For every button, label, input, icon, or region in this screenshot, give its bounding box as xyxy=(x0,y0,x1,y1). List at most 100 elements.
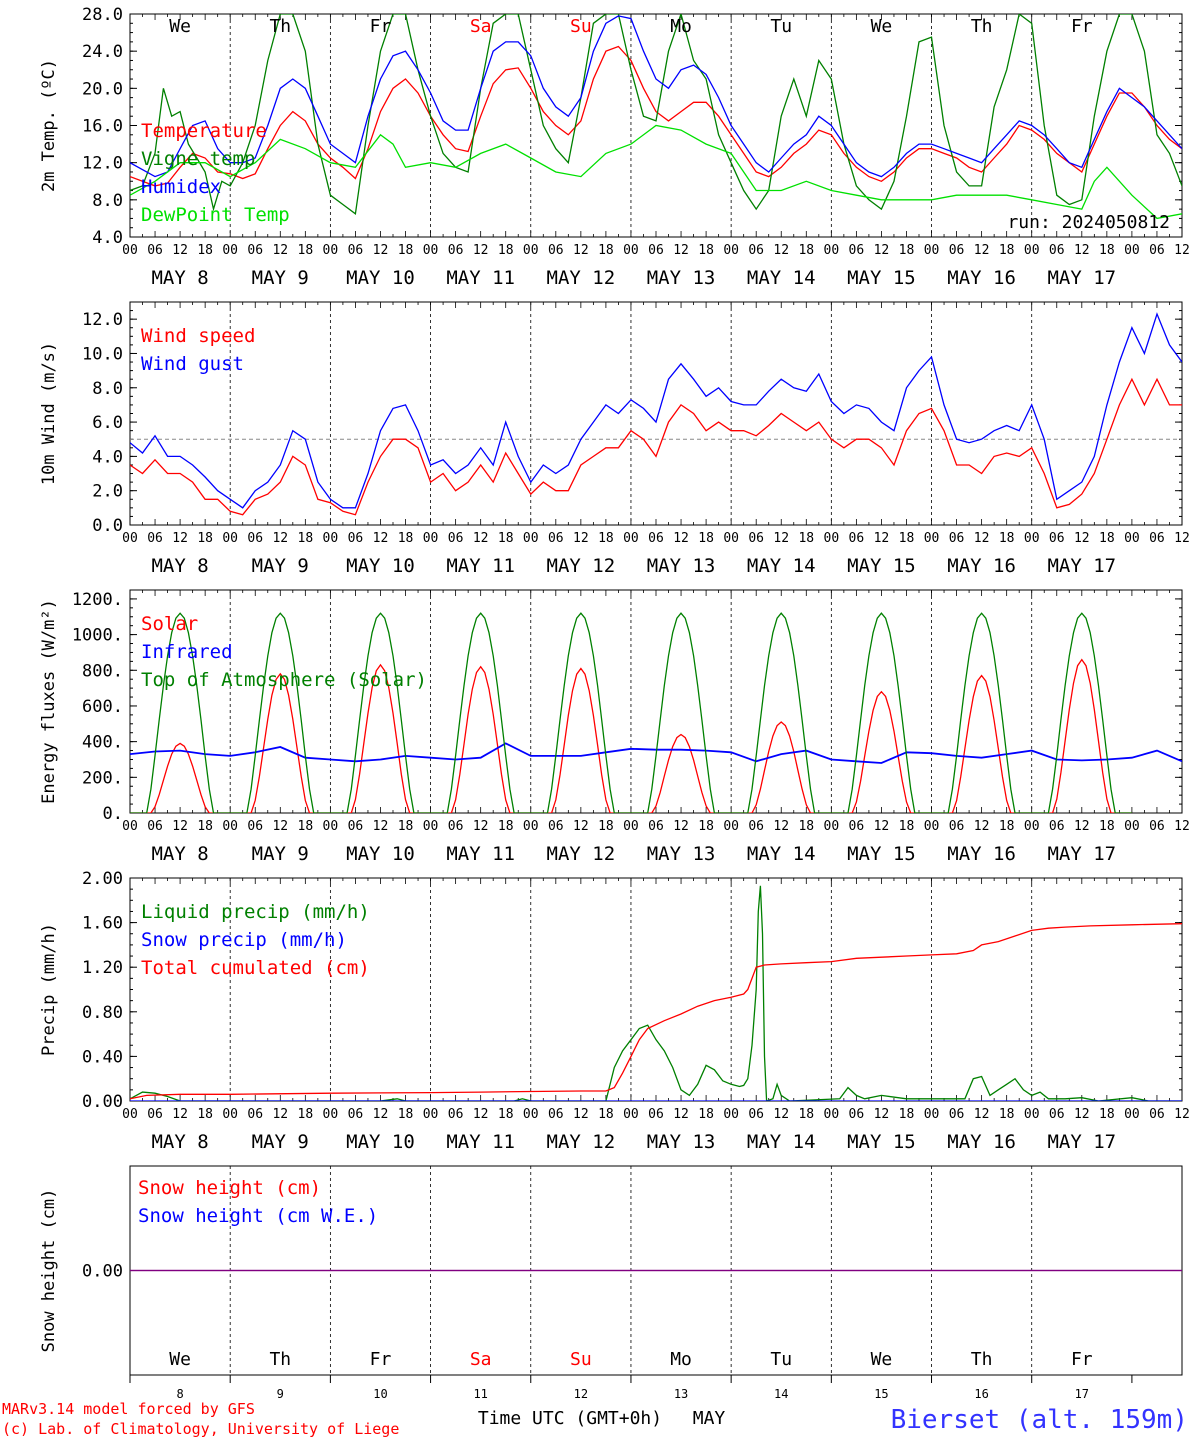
weekday-label: Fr xyxy=(1071,1349,1093,1370)
date-label: MAY 13 xyxy=(647,1131,716,1153)
date-label: MAY 10 xyxy=(346,555,415,577)
day-number: 10 xyxy=(373,1387,387,1401)
day-number: 9 xyxy=(277,1387,284,1401)
date-label: MAY 11 xyxy=(446,267,515,289)
hour-tick-label: 06 xyxy=(1049,531,1065,546)
date-label: MAY 8 xyxy=(151,843,208,865)
hour-tick-label: 12 xyxy=(272,1107,288,1122)
legend-entry: Snow precip (mm/h) xyxy=(141,929,347,951)
weekday-label: Su xyxy=(570,16,592,37)
run-label: run: 2024050812 xyxy=(1007,212,1170,233)
hour-tick-label: 00 xyxy=(924,531,940,546)
hour-tick-label: 06 xyxy=(1049,1107,1065,1122)
hour-tick-label: 06 xyxy=(849,243,865,258)
hour-tick-label: 06 xyxy=(448,243,464,258)
y-axis-title: 2m Temp. (ºC) xyxy=(39,59,59,192)
date-label: MAY 9 xyxy=(252,555,309,577)
series-line xyxy=(130,377,1182,516)
hour-tick-label: 12 xyxy=(773,1107,789,1122)
y-tick-label: 1200. xyxy=(72,590,123,610)
hour-tick-label: 00 xyxy=(423,819,439,834)
y-tick-label: 1.60 xyxy=(82,914,123,934)
hour-tick-label: 06 xyxy=(348,1107,364,1122)
hour-tick-label: 18 xyxy=(598,243,614,258)
weekday-label: Fr xyxy=(370,16,392,37)
date-label: MAY 12 xyxy=(547,555,616,577)
day-number: 12 xyxy=(574,1387,588,1401)
weekday-label: We xyxy=(169,16,191,37)
hour-tick-label: 18 xyxy=(197,531,213,546)
hour-tick-label: 18 xyxy=(798,243,814,258)
model-line: MARv3.14 model forced by GFS xyxy=(2,1400,255,1418)
panel-snow: 0.00 Snow height (cm) Snow height (cm) Snow… xyxy=(39,1165,1183,1376)
hour-tick-label: 12 xyxy=(272,243,288,258)
hour-tick-label: 06 xyxy=(949,243,965,258)
y-tick-label: 16.0 xyxy=(82,117,123,137)
date-label: MAY 11 xyxy=(446,843,515,865)
hour-tick-label: 06 xyxy=(448,819,464,834)
hour-tick-label: 00 xyxy=(924,1107,940,1122)
hour-tick-label: 12 xyxy=(874,1107,890,1122)
hour-tick-label: 00 xyxy=(323,819,339,834)
hour-tick-label: 18 xyxy=(798,819,814,834)
hour-tick-label: 18 xyxy=(498,1107,514,1122)
date-label: MAY 16 xyxy=(947,1131,1016,1153)
hour-tick-label: 00 xyxy=(122,531,138,546)
hour-tick-label: 12 xyxy=(874,531,890,546)
hour-tick-label: 12 xyxy=(1174,531,1190,546)
hour-tick-label: 06 xyxy=(1149,531,1165,546)
date-label: MAY 16 xyxy=(947,267,1016,289)
hour-tick-label: 06 xyxy=(849,819,865,834)
hour-tick-label: 06 xyxy=(648,819,664,834)
hour-tick-label: 06 xyxy=(949,1107,965,1122)
y-tick-label: 2.0 xyxy=(92,482,123,502)
hour-tick-label: 00 xyxy=(523,243,539,258)
y-tick-label: 0.00 xyxy=(82,1092,123,1112)
station-label: Bierset (alt. 159m) xyxy=(891,1405,1188,1435)
hour-tick-label: 00 xyxy=(824,243,840,258)
hour-tick-label: 12 xyxy=(373,531,389,546)
date-label: MAY 16 xyxy=(947,843,1016,865)
hour-tick-label: 12 xyxy=(974,243,990,258)
hour-tick-label: 12 xyxy=(373,819,389,834)
y-tick-label: 0.80 xyxy=(82,1003,123,1023)
date-label: MAY 14 xyxy=(747,1131,816,1153)
legend-entry: Snow height (cm W.E.) xyxy=(138,1205,378,1227)
hour-tick-label: 18 xyxy=(999,819,1015,834)
hour-tick-label: 00 xyxy=(1024,819,1040,834)
hour-tick-label: 06 xyxy=(448,531,464,546)
date-label: MAY 14 xyxy=(747,267,816,289)
hour-tick-label: 00 xyxy=(623,819,639,834)
hour-tick-label: 06 xyxy=(1149,1107,1165,1122)
hour-tick-label: 06 xyxy=(247,531,263,546)
hour-tick-label: 18 xyxy=(197,1107,213,1122)
hour-tick-label: 12 xyxy=(1074,1107,1090,1122)
hour-tick-label: 18 xyxy=(298,819,314,834)
hour-tick-label: 00 xyxy=(723,531,739,546)
weekday-label: We xyxy=(871,1349,893,1370)
hour-tick-label: 06 xyxy=(147,1107,163,1122)
hour-tick-label: 00 xyxy=(1024,531,1040,546)
hour-tick-label: 12 xyxy=(773,819,789,834)
hour-tick-label: 06 xyxy=(748,819,764,834)
plot-area xyxy=(130,885,1182,1101)
y-tick-label: 20.0 xyxy=(82,79,123,99)
date-label: MAY 13 xyxy=(647,843,716,865)
y-axis-title: Precip (mm/h) xyxy=(39,923,59,1056)
date-label: MAY 12 xyxy=(547,267,616,289)
series-line xyxy=(130,885,1182,1101)
day-number: 11 xyxy=(473,1387,487,1401)
hour-tick-label: 18 xyxy=(398,1107,414,1122)
date-label: MAY 12 xyxy=(547,1131,616,1153)
hour-tick-label: 12 xyxy=(573,819,589,834)
hour-tick-label: 12 xyxy=(473,531,489,546)
y-tick-label: 12.0 xyxy=(82,154,123,174)
y-tick-label: 8.0 xyxy=(92,379,123,399)
y-tick-label: 0. xyxy=(103,804,123,824)
hour-tick-label: 12 xyxy=(172,243,188,258)
date-label: MAY 15 xyxy=(847,267,916,289)
y-tick-label: 800. xyxy=(82,661,123,681)
series-line xyxy=(130,612,1132,813)
date-label: MAY 9 xyxy=(252,843,309,865)
date-label: MAY 10 xyxy=(346,843,415,865)
